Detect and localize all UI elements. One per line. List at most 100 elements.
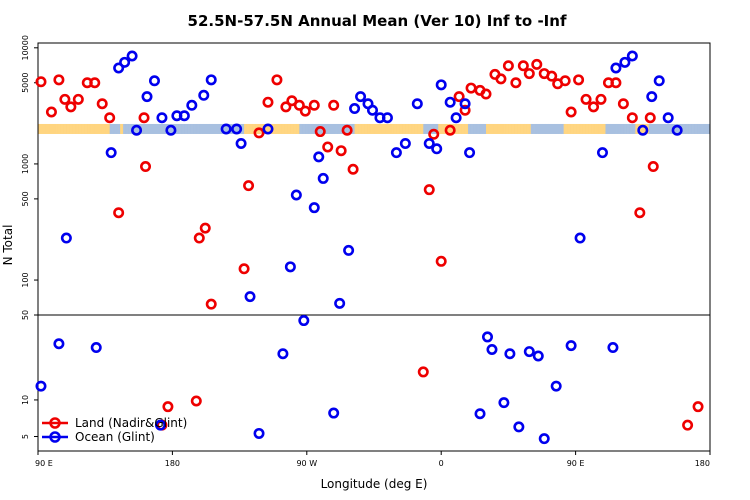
band-segment [426,123,428,134]
band-segment [277,123,279,134]
band-segment [601,123,603,134]
band-segment [570,123,572,134]
band-segment [62,123,64,134]
band-segment [595,123,597,134]
land-point [140,161,152,173]
band-segment [94,123,96,134]
band-segment [219,123,221,134]
band-segment [247,123,249,134]
band-segment [585,123,587,134]
land-point [495,73,507,85]
band-segment [545,123,547,134]
band-segment [419,123,421,134]
band-segment [474,123,476,134]
band-segment [573,123,575,134]
band-segment [664,123,666,134]
band-segment [689,123,691,134]
land-point [480,88,492,100]
band-segment [49,123,51,134]
band-segment [249,123,251,134]
band-segment [83,123,85,134]
band-segment [268,123,270,134]
band-segment [706,123,708,134]
band-segment [90,123,92,134]
band-segment [542,123,544,134]
band-segment [500,123,502,134]
band-segment [182,123,184,134]
band-segment [383,123,385,134]
band-segment [234,123,236,134]
band-segment [429,123,431,134]
band-segment [203,123,205,134]
band-segment [463,123,465,134]
x-tick-label: 180 [165,459,180,468]
band-segment [626,123,628,134]
band-segment [47,123,49,134]
band-segment [306,123,308,134]
band-segment [695,123,697,134]
band-segment [216,123,218,134]
band-segment [314,123,316,134]
ocean-point [154,419,166,431]
band-segment [491,123,494,134]
band-segment [518,123,520,134]
band-segment [318,123,320,134]
band-segment [298,123,300,134]
band-segment [401,123,403,134]
band-segment [508,123,510,134]
band-segment [399,123,401,134]
ocean-point [565,340,577,352]
band-segment [278,123,280,134]
band-segment [707,123,709,134]
band-segment [477,123,479,134]
ocean-point [198,89,210,101]
band-segment [485,123,487,134]
band-segment [477,123,479,134]
ocean-point [637,124,649,136]
land-point [692,401,704,413]
land-point [190,395,202,407]
ocean-point [119,56,131,68]
x-tick-label: 180 [695,459,710,468]
band-segment [516,123,518,134]
band-segment [153,123,155,134]
band-segment [379,123,382,134]
band-segment [276,123,278,134]
band-segment [665,123,667,134]
land-point [347,163,359,175]
band-segment [150,123,152,134]
band-segment [636,123,638,134]
band-segment [148,123,150,134]
band-segment [177,123,179,134]
band-segment [654,123,656,134]
band-segment [441,123,443,134]
band-segment [199,123,201,134]
ocean-point [481,331,493,343]
band-segment [659,123,661,134]
band-segment [550,123,552,134]
band-segment [674,123,676,134]
band-segment [39,123,41,134]
band-segment [695,123,697,134]
band-segment [300,123,302,134]
band-segment [592,123,594,134]
ocean-point [141,91,153,103]
land-point [59,93,71,105]
band-segment [460,123,462,134]
band-segment [517,123,519,134]
upper-y-tick-label: 50 [21,310,30,320]
band-segment [689,123,691,134]
x-tick-label: 90 E [567,459,585,468]
band-segment [190,123,192,134]
land-point [262,96,274,108]
band-segment [666,123,668,134]
band-segment [378,123,380,134]
ocean-point [90,342,102,354]
band-segment [582,123,584,134]
band-segment [368,123,370,134]
band-segment [553,123,555,134]
upper-y-tick-label: 100 [21,272,30,287]
band-segment [360,123,362,134]
band-segment [468,123,470,134]
ocean-point [60,232,72,244]
